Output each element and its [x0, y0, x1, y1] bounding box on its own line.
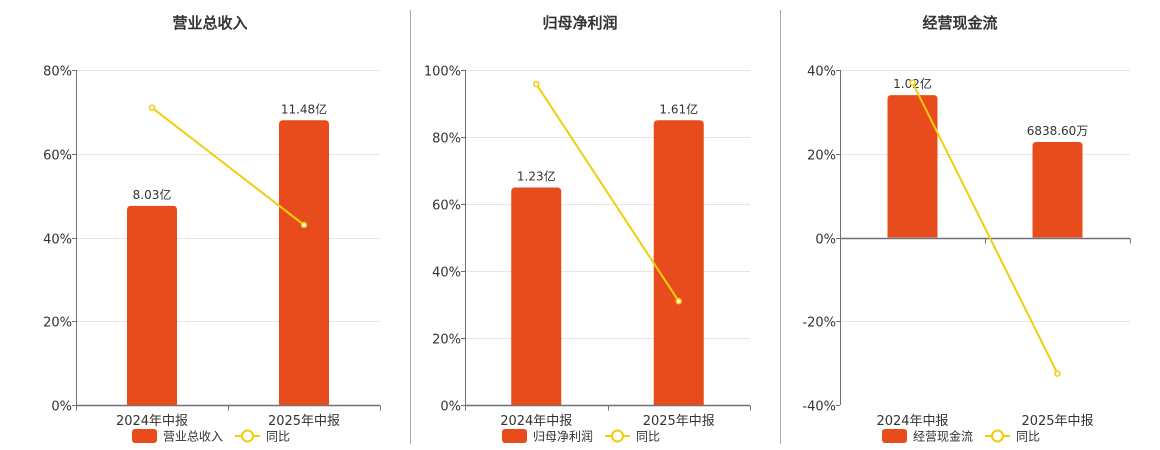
yoy-point: [300, 221, 308, 229]
yoy-point: [533, 80, 540, 88]
chart-2: 归母净利润 0% 20% 40% 60% 80% 100% 2024年中报 1.23亿 2025年…: [424, 14, 751, 444]
chart-title: 营业总收入: [172, 14, 247, 32]
yoy-point: [909, 79, 916, 86]
y-tick-label: 40%: [43, 233, 72, 248]
bar-value-label: 11.48亿: [281, 101, 327, 116]
y-tick-label: 80%: [43, 65, 72, 80]
bar: [1032, 142, 1083, 238]
y-tick-label: 60%: [43, 149, 72, 164]
yoy-point: [675, 297, 682, 305]
legend-line-marker: [241, 429, 254, 443]
yoy-line: [911, 82, 1059, 375]
legend-bar-label: 经营现金流: [913, 429, 973, 444]
legend-line-marker: [611, 429, 624, 443]
y-tick-label: 20%: [807, 149, 836, 164]
y-tick-label: 0%: [51, 400, 72, 415]
y-tick-label: 40%: [432, 266, 461, 281]
bar: [127, 205, 177, 405]
y-tick-label: 0%: [440, 400, 461, 415]
chart-title: 经营现金流: [922, 14, 997, 32]
bar: [887, 95, 938, 238]
bar-value-label: 6838.60万: [1027, 124, 1089, 138]
bar-value-label: 1.61亿: [659, 101, 698, 116]
legend-line-label: 同比: [636, 430, 660, 444]
y-tick-label: 80%: [432, 132, 461, 147]
yoy-point: [148, 104, 156, 111]
chart-3: 经营现金流-40%-20%0%20%40%2024年中报1.02亿2025年中报…: [802, 14, 1131, 444]
x-category-label: 2024年中报: [116, 414, 188, 429]
legend-bar-label: 营业总收入: [163, 430, 223, 444]
bar-value-label: 1.23亿: [517, 168, 556, 183]
bar: [279, 120, 329, 405]
legend-line-label: 同比: [266, 430, 290, 444]
legend-bar-swatch: [132, 429, 157, 443]
y-tick-label: -20%: [802, 316, 836, 331]
legend-bar-swatch: [882, 429, 907, 443]
x-category-label: 2025年中报: [643, 414, 715, 429]
y-tick-label: 20%: [43, 316, 72, 331]
legend-line-label: 同比: [1016, 430, 1040, 444]
legend-bar-label: 归母净利润: [533, 430, 593, 444]
y-tick-label: -40%: [802, 400, 836, 415]
chart-1: 营业总收入 0% 20% 40% 60% 80% 2024年中报 8.03亿 2025年中报 11…: [43, 14, 381, 444]
y-tick-label: 0%: [815, 233, 836, 248]
legend-bar-swatch: [502, 429, 527, 443]
yoy-line: [535, 83, 680, 302]
y-tick-label: 60%: [432, 199, 461, 214]
x-category-label: 2024年中报: [876, 414, 948, 429]
chart-title: 归母净利润: [542, 14, 617, 32]
yoy-line: [151, 106, 305, 226]
y-tick-label: 40%: [807, 65, 836, 80]
x-category-label: 2024年中报: [500, 414, 572, 429]
y-tick-label: 20%: [432, 333, 461, 348]
bar: [653, 120, 704, 405]
bar-value-label: 8.03亿: [133, 187, 172, 202]
legend-line-marker: [991, 429, 1004, 443]
x-category-label: 2025年中报: [268, 414, 340, 429]
y-tick-label: 100%: [424, 65, 461, 80]
x-category-label: 2025年中报: [1021, 414, 1093, 429]
bar: [511, 187, 562, 405]
yoy-point: [1054, 370, 1061, 377]
